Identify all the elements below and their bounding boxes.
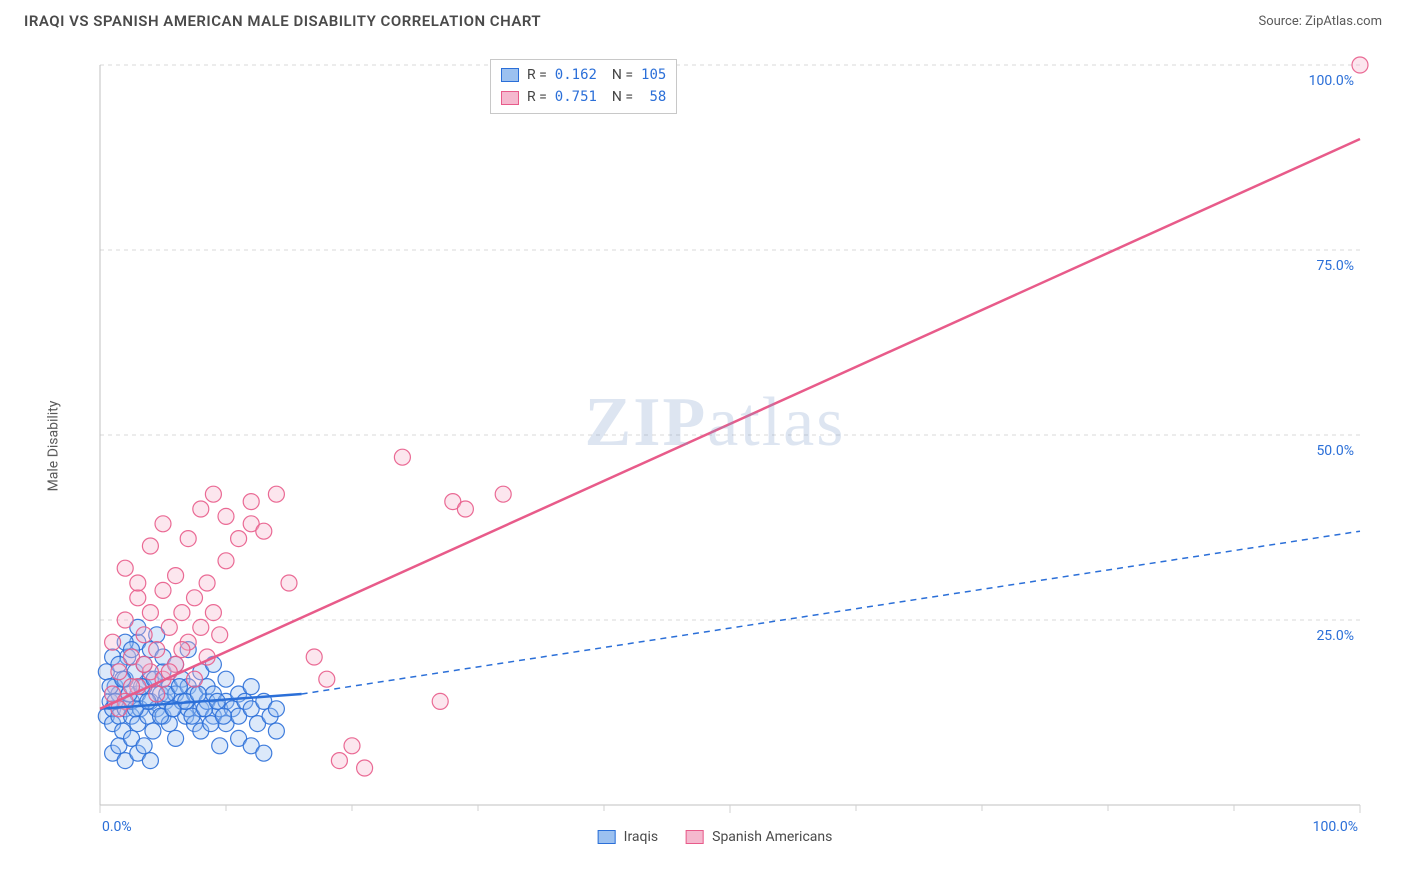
legend-n-value: 58: [641, 86, 666, 108]
legend-swatch: [598, 830, 616, 844]
legend-r-label: R =: [527, 86, 547, 108]
legend-label: Spanish Americans: [712, 829, 832, 845]
source-link[interactable]: ZipAtlas.com: [1305, 14, 1382, 29]
legend-swatch: [501, 91, 519, 105]
chart-title: IRAQI VS SPANISH AMERICAN MALE DISABILIT…: [24, 12, 541, 30]
chart-area: 25.0%50.0%75.0%100.0%0.0%100.0% ZIPatlas…: [50, 55, 1380, 855]
legend-n-label: N =: [605, 86, 633, 108]
svg-text:100.0%: 100.0%: [1313, 819, 1358, 835]
legend-row: R = 0.162 N = 105: [501, 64, 666, 86]
legend-r-value: 0.162: [555, 64, 597, 86]
legend-item: Spanish Americans: [686, 829, 832, 845]
legend-item: Iraqis: [598, 829, 658, 845]
svg-text:0.0%: 0.0%: [102, 819, 132, 835]
source-attribution: Source: ZipAtlas.com: [1258, 14, 1382, 29]
legend-label: Iraqis: [624, 829, 658, 845]
series-legend: Iraqis Spanish Americans: [598, 829, 833, 845]
svg-text:25.0%: 25.0%: [1316, 628, 1354, 644]
svg-text:50.0%: 50.0%: [1316, 443, 1354, 459]
legend-r-label: R =: [527, 64, 547, 86]
svg-text:100.0%: 100.0%: [1309, 73, 1354, 89]
scatter-chart-svg: 25.0% 50.0% 75.0% 100.0% 0.0% 100.0%: [50, 55, 1380, 855]
legend-n-label: N =: [605, 64, 633, 86]
legend-row: R = 0.751 N = 58: [501, 86, 666, 108]
correlation-legend: R = 0.162 N = 105R = 0.751 N = 58: [490, 59, 677, 114]
source-prefix: Source:: [1258, 14, 1305, 29]
legend-n-value: 105: [641, 64, 666, 86]
svg-text:75.0%: 75.0%: [1316, 258, 1354, 274]
legend-swatch: [501, 68, 519, 82]
legend-r-value: 0.751: [555, 86, 597, 108]
legend-swatch: [686, 830, 704, 844]
